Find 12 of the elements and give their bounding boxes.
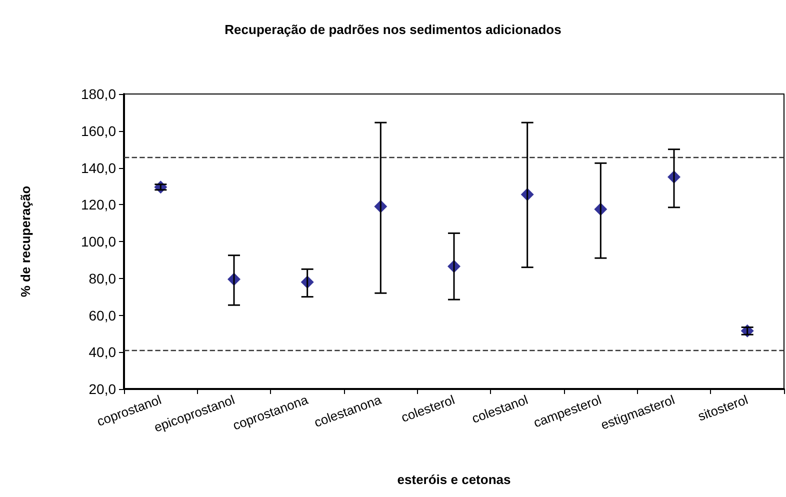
y-tick-label: 180,0: [80, 86, 116, 102]
y-tick-label: 60,0: [88, 307, 116, 324]
x-axis-title: esteróis e cetonas: [397, 472, 511, 487]
y-tick-label: 80,0: [88, 270, 116, 286]
y-tick-label: 140,0: [80, 160, 116, 176]
y-tick-label: 160,0: [80, 122, 116, 139]
chart-title: Recuperação de padrões nos sedimentos adicionados: [224, 22, 562, 37]
y-tick-label: 20,0: [88, 381, 116, 397]
y-tick-label: 120,0: [80, 196, 116, 213]
y-tick-label: 40,0: [88, 344, 116, 360]
y-tick-label: 100,0: [80, 234, 116, 250]
y-axis-title: % de recuperação: [18, 186, 33, 298]
